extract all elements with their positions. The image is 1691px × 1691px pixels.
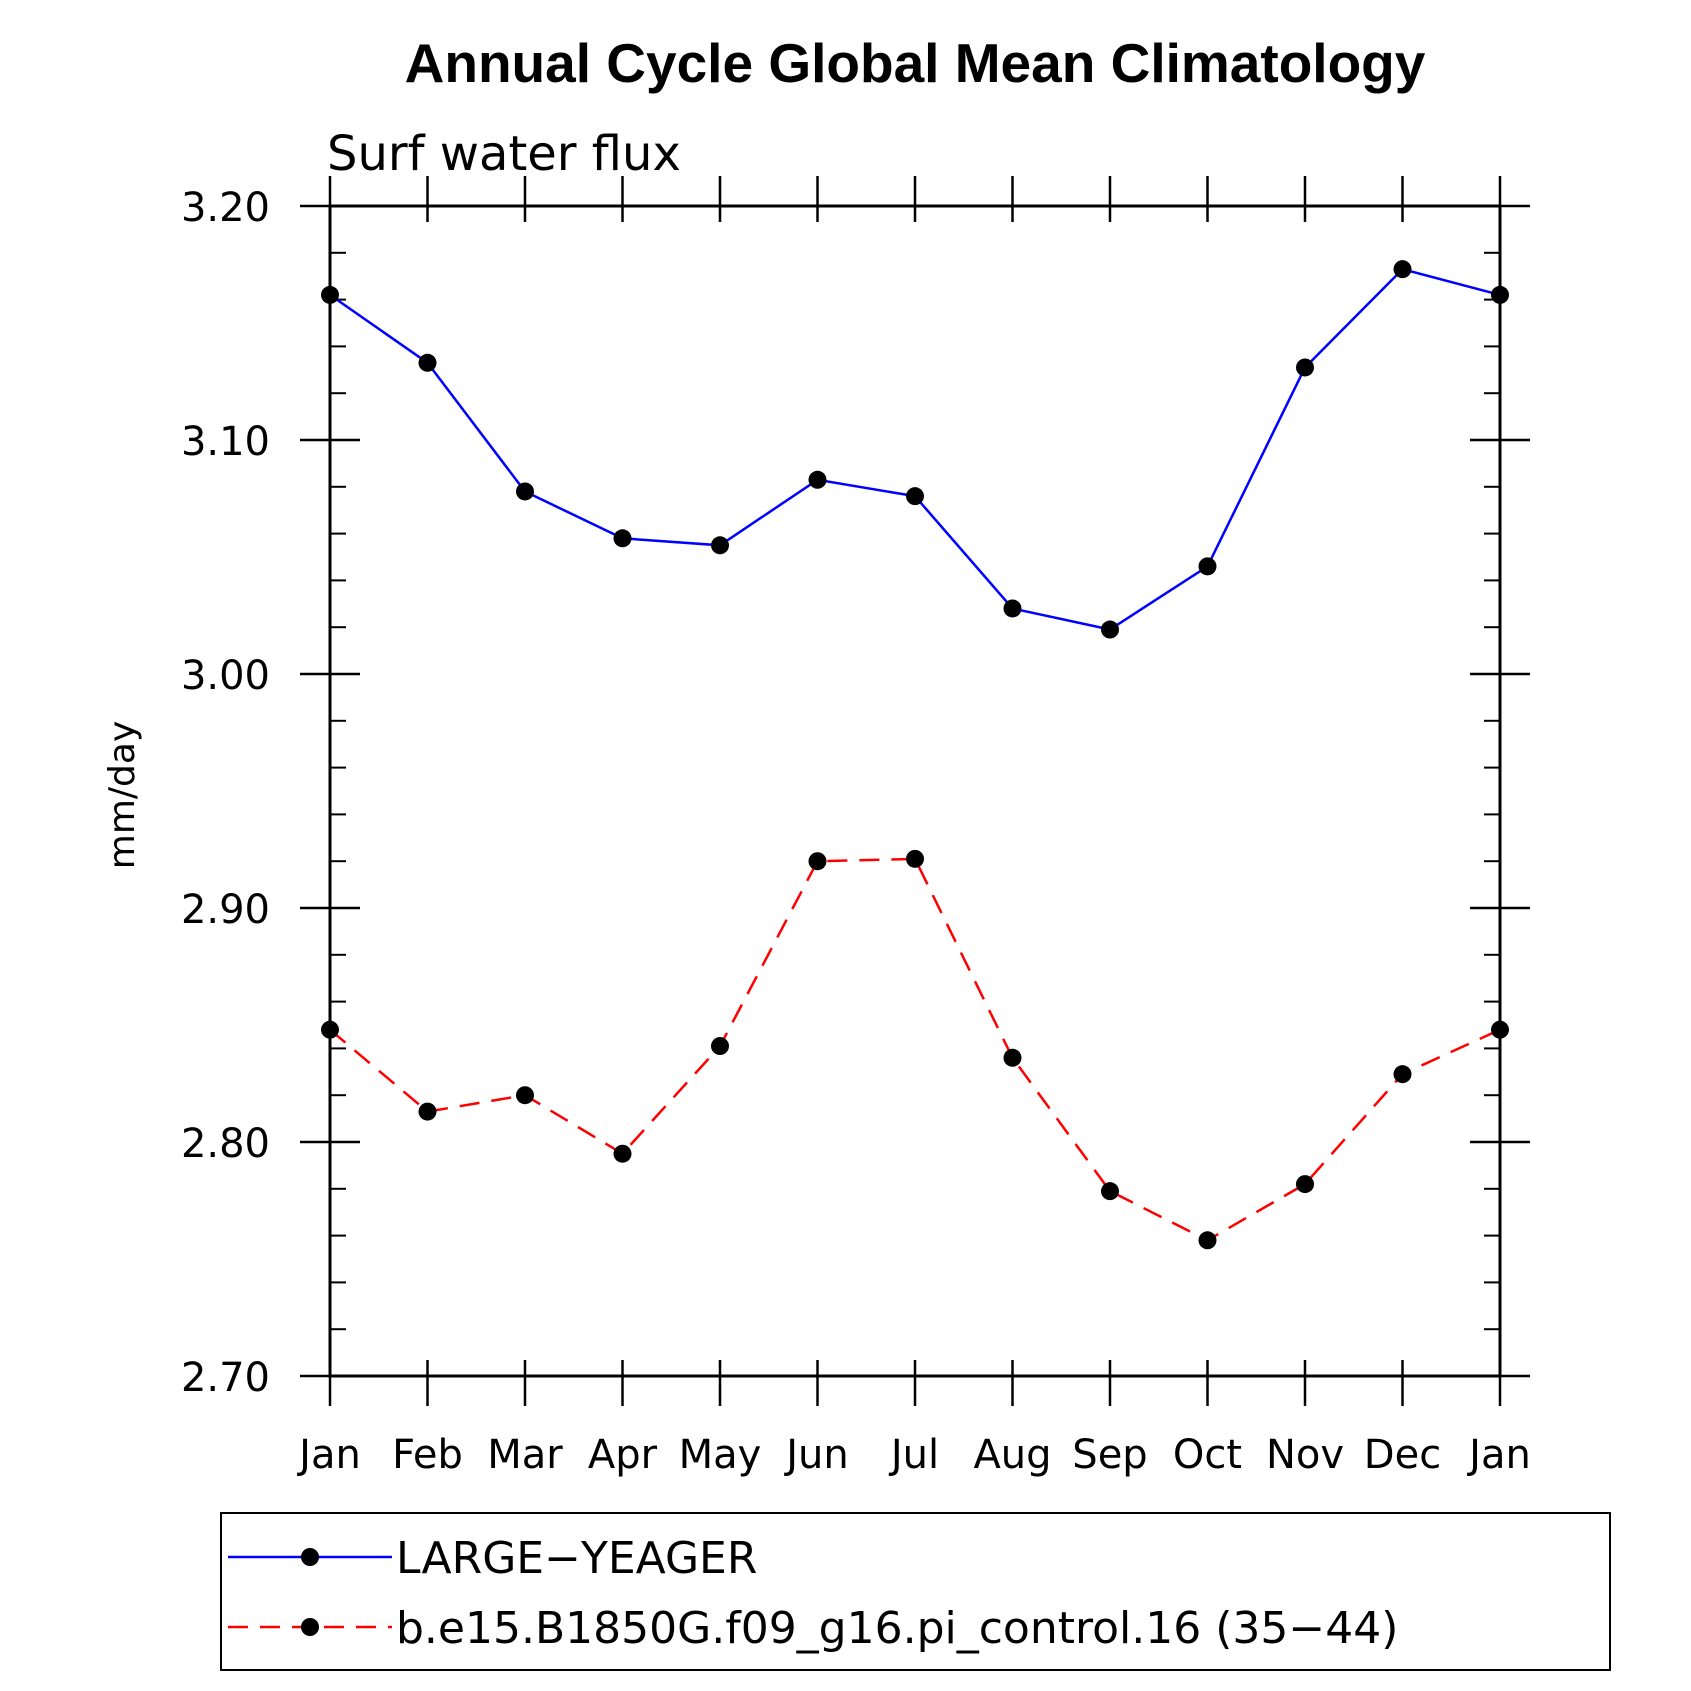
x-tick-label: Aug: [973, 1432, 1051, 1478]
series-1-point: [1101, 1182, 1119, 1201]
chart-subtitle: Surf water flux: [327, 126, 681, 182]
series-0-point: [1198, 557, 1217, 576]
y-tick-label: 3.00: [181, 653, 270, 699]
chart-title: Annual Cycle Global Mean Climatology: [405, 32, 1426, 94]
x-tick-label: Jul: [888, 1432, 939, 1478]
x-tick-label: Feb: [392, 1432, 463, 1478]
series-markers: [321, 260, 1509, 1250]
x-tick-label: Jan: [1466, 1432, 1531, 1478]
y-axis-label: mm/day: [102, 721, 143, 869]
series-1-point: [516, 1086, 534, 1105]
series-0-point: [1003, 599, 1022, 618]
legend-marker-large-yeager: [301, 1548, 319, 1566]
series-line-0: [329, 267, 1501, 631]
x-tick-labels: Jan Feb Mar Apr May Jun Jul Aug Sep Oct Nov Dec Jan: [296, 1432, 1531, 1478]
x-tick-label: Oct: [1173, 1432, 1242, 1478]
series-1-point: [1003, 1048, 1022, 1067]
x-tick-label: Apr: [588, 1432, 658, 1478]
axis-ticks: [300, 176, 1530, 1406]
x-tick-label: Nov: [1266, 1432, 1344, 1478]
y-tick-label: 3.20: [181, 185, 270, 231]
x-tick-label: May: [679, 1432, 762, 1478]
series-1-point: [1198, 1231, 1217, 1250]
series-1-point: [1393, 1065, 1412, 1084]
series-0-point: [1393, 260, 1412, 279]
series-1-point: [711, 1037, 729, 1056]
series-0-point: [1101, 620, 1119, 639]
legend-label-large-yeager: LARGE−YEAGER: [396, 1533, 757, 1584]
series-0-point: [516, 482, 534, 501]
series-1-point: [808, 852, 827, 871]
y-tick-label: 3.10: [181, 419, 270, 465]
series-1-point: [321, 1020, 339, 1039]
legend-label-pi-control: b.e15.B1850G.f09_g16.pi_control.16 (35−4…: [396, 1603, 1398, 1654]
x-tick-label: Dec: [1364, 1432, 1441, 1478]
series-0-point: [808, 470, 827, 489]
series-0-point: [613, 529, 632, 548]
series-1-point: [906, 849, 924, 868]
legend-item-pi-control: b.e15.B1850G.f09_g16.pi_control.16 (35−4…: [228, 1603, 1398, 1654]
series-1-point: [613, 1144, 632, 1163]
series-0-point: [1296, 358, 1314, 377]
plot-frame: [328, 204, 1502, 1378]
legend-box: [220, 1512, 1611, 1671]
series-1-point: [418, 1102, 437, 1121]
y-tick-label: 2.90: [181, 887, 270, 933]
x-tick-label: Jan: [296, 1432, 361, 1478]
x-tick-label: Sep: [1072, 1432, 1147, 1478]
series-0-point: [906, 487, 924, 506]
legend-marker-pi-control: [301, 1618, 319, 1636]
series-1-point: [1491, 1020, 1509, 1039]
x-tick-label: Jun: [783, 1432, 849, 1478]
series-lines: [329, 267, 1501, 1242]
series-0-point: [321, 285, 339, 304]
series-0-point: [1491, 285, 1509, 304]
x-tick-label: Mar: [487, 1432, 563, 1478]
y-tick-labels: 3.20 3.10 3.00 2.90 2.80 2.70: [181, 185, 270, 1401]
series-0-point: [711, 536, 729, 555]
series-line-1: [329, 857, 1501, 1242]
series-0-point: [418, 353, 437, 372]
y-tick-label: 2.70: [181, 1355, 270, 1401]
legend-item-large-yeager: LARGE−YEAGER: [228, 1533, 757, 1584]
series-1-point: [1296, 1175, 1314, 1194]
y-tick-label: 2.80: [181, 1121, 270, 1167]
